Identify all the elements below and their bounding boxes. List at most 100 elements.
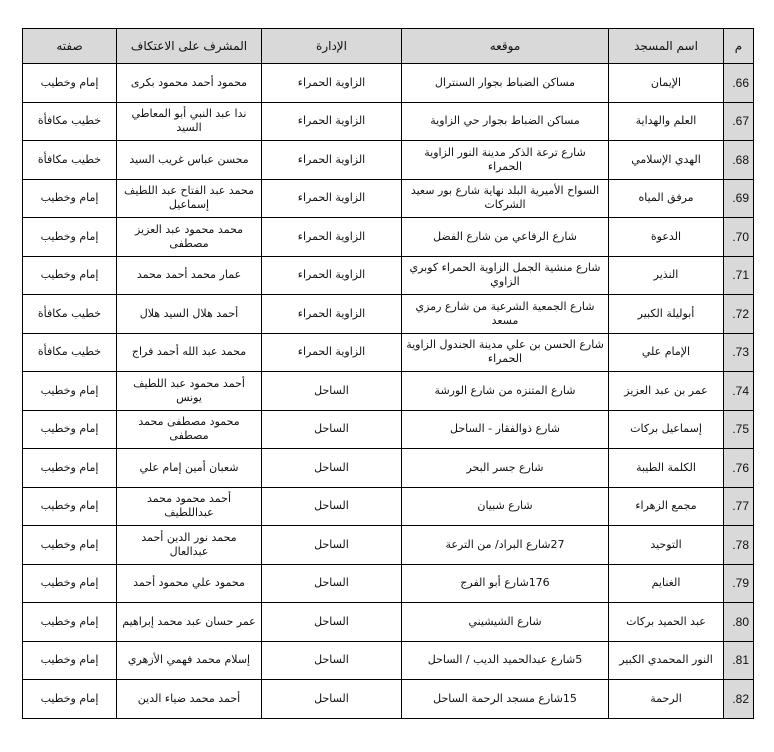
row-number-cell: 78. <box>723 525 754 565</box>
role-cell: إمام وخطيب <box>22 371 117 411</box>
table-row: 67. العلم والهداية مساكن الضباط بجوار حي ا… <box>22 101 754 141</box>
header-mosque-name: اسم المسجد <box>608 28 724 64</box>
location-cell: شارع الشيشيني <box>401 602 609 642</box>
row-number-cell: 67. <box>723 101 754 141</box>
row-number-cell: 68. <box>723 140 754 180</box>
administration-cell: الزاوية الحمراء <box>261 332 402 372</box>
header-number: م <box>723 28 754 64</box>
role-cell: إمام وخطيب <box>22 448 117 488</box>
row-number-cell: 70. <box>723 217 754 257</box>
supervisor-cell: أحمد محمود محمد عبداللطيف <box>116 486 262 526</box>
administration-cell: الزاوية الحمراء <box>261 255 402 295</box>
mosque-name-cell: الإيمان <box>608 63 724 103</box>
administration-cell: الساحل <box>261 679 402 719</box>
table-row: 69. مرفق المياه السواح الأميرية البلد نهاي… <box>22 178 754 218</box>
supervisor-cell: محمود مصطفى محمد مصطفى <box>116 409 262 449</box>
administration-cell: الساحل <box>261 525 402 565</box>
role-cell: إمام وخطيب <box>22 640 117 680</box>
location-cell: مساكن الضباط بجوار السنترال <box>401 63 609 103</box>
supervisor-cell: أحمد محمود عبد اللطيف يونس <box>116 371 262 411</box>
table-row: 73. الإمام علي شارع الحسن بن علي مدينة الج… <box>22 332 754 372</box>
role-cell: إمام وخطيب <box>22 409 117 449</box>
mosque-name-cell: الرحمة <box>608 679 724 719</box>
location-cell: شارع ذوالفقار - الساحل <box>401 409 609 449</box>
mosque-name-cell: التوحيد <box>608 525 724 565</box>
location-cell: 5شارع عبدالحميد الديب / الساحل <box>401 640 609 680</box>
header-role: صفته <box>22 28 117 64</box>
location-cell: شارع جسر البحر <box>401 448 609 488</box>
administration-cell: الزاوية الحمراء <box>261 63 402 103</box>
table-row: 78. التوحيد 27شارع البراد/ من الترعة الساحل… <box>22 525 754 565</box>
table-row: 80. عبد الحميد بركات شارع الشيشيني الساحل عم… <box>22 602 754 642</box>
mosque-name-cell: عمر بن عبد العزيز <box>608 371 724 411</box>
administration-cell: الزاوية الحمراء <box>261 101 402 141</box>
supervisor-cell: محمد عبد الله أحمد فراج <box>116 332 262 372</box>
row-number-cell: 73. <box>723 332 754 372</box>
mosque-name-cell: الإمام علي <box>608 332 724 372</box>
row-number-cell: 79. <box>723 563 754 603</box>
supervisor-cell: عمر حسان عبد محمد إبراهيم <box>116 602 262 642</box>
mosque-name-cell: الغنايم <box>608 563 724 603</box>
location-cell: شارع الحسن بن علي مدينة الجندول الزاوية … <box>401 332 609 372</box>
mosque-name-cell: أبوليلة الكبير <box>608 294 724 334</box>
role-cell: إمام وخطيب <box>22 563 117 603</box>
supervisor-cell: محمد محمود عبد العزيز مصطفى <box>116 217 262 257</box>
mosque-name-cell: النور المحمدي الكبير <box>608 640 724 680</box>
location-cell: شارع المتنزه من شارع الورشة <box>401 371 609 411</box>
table-row: 70. الدعوة شارع الرفاعي من شارع الفضل الزاو… <box>22 217 754 257</box>
location-cell: شارع منشية الجمل الزاوية الحمراء كوبري ا… <box>401 255 609 295</box>
header-location: موقعه <box>401 28 609 64</box>
mosques-table: م اسم المسجد موقعه الإدارة المشرف على ال… <box>22 28 754 719</box>
table-row: 82. الرحمة 15شارع مسجد الرحمة الساحل الساحل… <box>22 679 754 719</box>
row-number-cell: 76. <box>723 448 754 488</box>
mosque-name-cell: العلم والهداية <box>608 101 724 141</box>
table-row: 66. الإيمان مساكن الضباط بجوار السنترال الز… <box>22 63 754 103</box>
role-cell: إمام وخطيب <box>22 486 117 526</box>
role-cell: إمام وخطيب <box>22 525 117 565</box>
location-cell: شارع ترعة الذكر مدينة النور الزاوية الحم… <box>401 140 609 180</box>
row-number-cell: 71. <box>723 255 754 295</box>
supervisor-cell: إسلام محمد فهمي الأزهري <box>116 640 262 680</box>
mosque-name-cell: الهدي الإسلامي <box>608 140 724 180</box>
table-row: 68. الهدي الإسلامي شارع ترعة الذكر مدينة ا… <box>22 140 754 180</box>
header-supervisor: المشرف على الاعتكاف <box>116 28 262 64</box>
administration-cell: الزاوية الحمراء <box>261 294 402 334</box>
supervisor-cell: محمد نور الدين أحمد عبدالعال <box>116 525 262 565</box>
supervisor-cell: عمار محمد أحمد محمد <box>116 255 262 295</box>
role-cell: خطيب مكافأة <box>22 101 117 141</box>
row-number-cell: 66. <box>723 63 754 103</box>
supervisor-cell: محسن عباس غريب السيد <box>116 140 262 180</box>
supervisor-cell: ندا عبد النبي أبو المعاطي السيد <box>116 101 262 141</box>
row-number-cell: 82. <box>723 679 754 719</box>
administration-cell: الزاوية الحمراء <box>261 217 402 257</box>
row-number-cell: 69. <box>723 178 754 218</box>
supervisor-cell: أحمد هلال السيد هلال <box>116 294 262 334</box>
supervisor-cell: محمود علي محمود أحمد <box>116 563 262 603</box>
table-row: 72. أبوليلة الكبير شارع الجمعية الشرعية من… <box>22 294 754 334</box>
location-cell: 27شارع البراد/ من الترعة <box>401 525 609 565</box>
role-cell: خطيب مكافأة <box>22 294 117 334</box>
supervisor-cell: شعبان أمين إمام علي <box>116 448 262 488</box>
administration-cell: الساحل <box>261 640 402 680</box>
mosque-name-cell: مجمع الزهراء <box>608 486 724 526</box>
location-cell: شارع الرفاعي من شارع الفضل <box>401 217 609 257</box>
role-cell: إمام وخطيب <box>22 255 117 295</box>
supervisor-cell: أحمد محمد ضياء الدين <box>116 679 262 719</box>
row-number-cell: 77. <box>723 486 754 526</box>
header-administration: الإدارة <box>261 28 402 64</box>
role-cell: خطيب مكافأة <box>22 140 117 180</box>
administration-cell: الزاوية الحمراء <box>261 178 402 218</box>
location-cell: السواح الأميرية البلد نهاية شارع بور سعي… <box>401 178 609 218</box>
mosque-name-cell: مرفق المياه <box>608 178 724 218</box>
row-number-cell: 74. <box>723 371 754 411</box>
administration-cell: الساحل <box>261 409 402 449</box>
mosque-name-cell: إسماعيل بركات <box>608 409 724 449</box>
table-row: 75. إسماعيل بركات شارع ذوالفقار - الساحل ال… <box>22 409 754 449</box>
location-cell: شارع شبيان <box>401 486 609 526</box>
administration-cell: الساحل <box>261 486 402 526</box>
supervisor-cell: محمد عبد الفتاح عبد اللطيف إسماعيل <box>116 178 262 218</box>
row-number-cell: 75. <box>723 409 754 449</box>
table-row: 76. الكلمة الطيبة شارع جسر البحر الساحل شعبا… <box>22 448 754 488</box>
administration-cell: الزاوية الحمراء <box>261 140 402 180</box>
role-cell: إمام وخطيب <box>22 217 117 257</box>
